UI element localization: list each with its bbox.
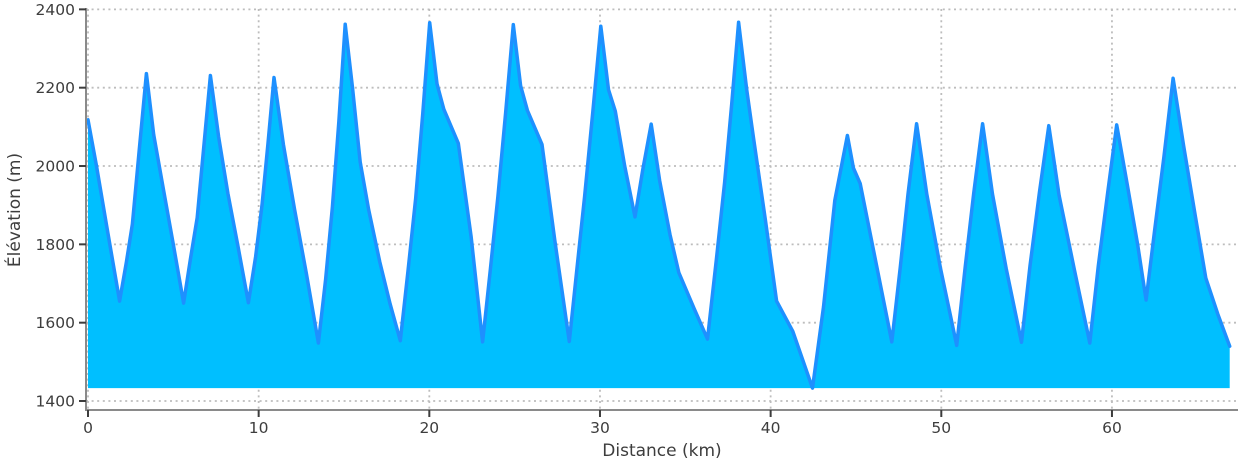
axis-spines <box>85 8 1238 411</box>
area-series <box>86 20 1232 390</box>
y-tick-label: 2200 <box>36 79 75 97</box>
axis-tick-labels: 1400 1600 1800 2000 2200 2400 0 10 20 30 40 50 60 <box>36 1 1122 437</box>
x-tick-label: 60 <box>1102 419 1122 437</box>
x-tick-label: 50 <box>931 419 951 437</box>
x-tick-label: 30 <box>590 419 610 437</box>
axis-ticks <box>79 8 1113 417</box>
y-tick-label: 1600 <box>36 314 75 332</box>
x-tick-label: 40 <box>761 419 781 437</box>
x-tick-label: 10 <box>249 419 269 437</box>
y-tick-label: 1800 <box>36 236 75 254</box>
y-tick-label: 2000 <box>36 158 75 176</box>
y-tick-label: 2400 <box>36 1 75 19</box>
x-axis-title: Distance (km) <box>602 441 721 461</box>
x-tick-label: 0 <box>83 419 93 437</box>
y-tick-label: 1400 <box>36 393 75 411</box>
x-tick-label: 20 <box>419 419 439 437</box>
y-axis-title: Élévation (m) <box>3 153 25 267</box>
